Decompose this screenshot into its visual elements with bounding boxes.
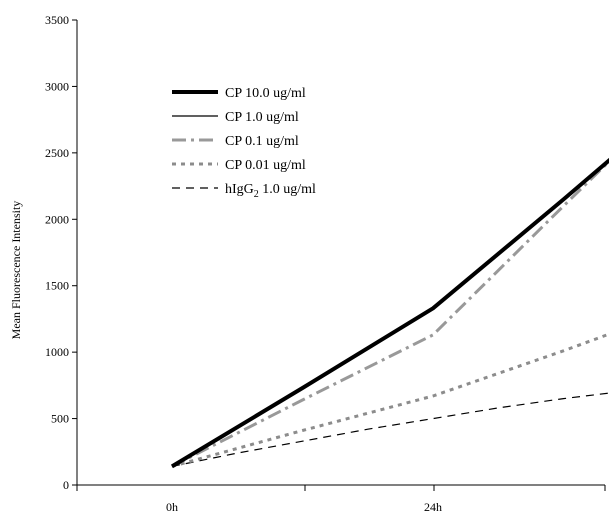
y-tick-label: 2500	[45, 146, 69, 160]
legend-label-1: CP 1.0 ug/ml	[225, 110, 299, 125]
y-tick-label: 2000	[45, 212, 69, 226]
y-tick-label: 500	[51, 412, 69, 426]
y-axis-label: Mean Fluorescence Intensity	[9, 201, 23, 340]
y-tick-label: 3500	[45, 13, 69, 27]
x-tick-label: 24h	[424, 500, 442, 514]
y-tick-label: 1500	[45, 279, 69, 293]
y-tick-label: 1000	[45, 345, 69, 359]
series-line-4	[171, 392, 609, 467]
legend-label-2: CP 0.1 ug/ml	[225, 134, 299, 149]
x-axis: 0h24h48h	[76, 484, 606, 514]
legend-label-4: hIgG2 1.0 ug/ml	[225, 182, 316, 200]
x-tick-label: 0h	[166, 500, 178, 514]
y-tick-label: 0	[63, 478, 69, 492]
y-tick-label: 3000	[45, 79, 69, 93]
series-line-0	[170, 157, 609, 469]
y-axis: 0 500 1000 1500 2000 2500 3000 3500	[45, 13, 78, 492]
legend: CP 10.0 ug/ml CP 1.0 ug/ml CP 0.1 ug/ml CP …	[172, 86, 316, 200]
series-line-3	[171, 332, 609, 468]
series-layer	[170, 157, 609, 469]
series-line-1	[171, 160, 609, 467]
legend-label-0: CP 10.0 ug/ml	[225, 86, 306, 101]
legend-label-3: CP 0.01 ug/ml	[225, 158, 306, 173]
